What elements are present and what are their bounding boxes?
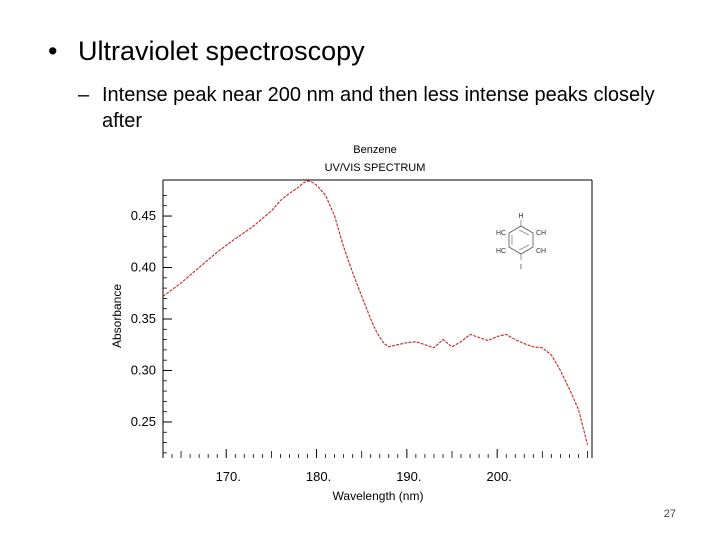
y-axis-label: Absorbance bbox=[110, 284, 124, 348]
bullet-ultraviolet: • Ultraviolet spectroscopy bbox=[48, 36, 365, 67]
bullet-text: Ultraviolet spectroscopy bbox=[78, 36, 365, 66]
x-tick-label: 200. bbox=[487, 469, 512, 484]
sub-bullet-text: Intense peak near 200 nm and then less i… bbox=[102, 84, 655, 132]
benzene-ring bbox=[508, 225, 534, 255]
atom-label: HC bbox=[496, 230, 506, 237]
atom-label: I bbox=[520, 264, 522, 271]
atom-label: H bbox=[518, 213, 523, 220]
benzene-structure: H HC CH HC CH I bbox=[496, 213, 546, 271]
y-tick-label: 0.25 bbox=[131, 414, 156, 429]
chart-title: Benzene bbox=[353, 144, 396, 156]
x-tick-label: 180. bbox=[306, 469, 331, 484]
atom-label: CH bbox=[536, 230, 546, 237]
x-tick-label: 190. bbox=[396, 469, 421, 484]
y-tick-label: 0.40 bbox=[131, 260, 156, 275]
atom-label: HC bbox=[496, 248, 506, 255]
tick-label-group: 0.25 0.30 0.35 0.40 0.45 170. 180. 190. 200. bbox=[131, 208, 512, 484]
benzene-double-bond bbox=[518, 244, 530, 251]
chart-subtitle: UV/VIS SPECTRUM bbox=[325, 162, 426, 174]
y-tick-label: 0.45 bbox=[131, 208, 156, 223]
sub-dash: – bbox=[78, 84, 90, 106]
y-tick-label: 0.30 bbox=[131, 362, 156, 377]
y-tick-label: 0.35 bbox=[131, 311, 156, 326]
tick-group bbox=[163, 195, 588, 458]
atom-label: CH bbox=[536, 248, 546, 255]
x-tick-label: 170. bbox=[216, 469, 241, 484]
x-axis-label: Wavelength (nm) bbox=[333, 489, 424, 503]
bullet-dot: • bbox=[48, 36, 58, 66]
page-number: 27 bbox=[663, 508, 676, 520]
sub-bullet: – Intense peak near 200 nm and then less… bbox=[78, 82, 678, 134]
benzene-double-bond bbox=[518, 229, 530, 236]
spectrum-line bbox=[162, 180, 589, 445]
